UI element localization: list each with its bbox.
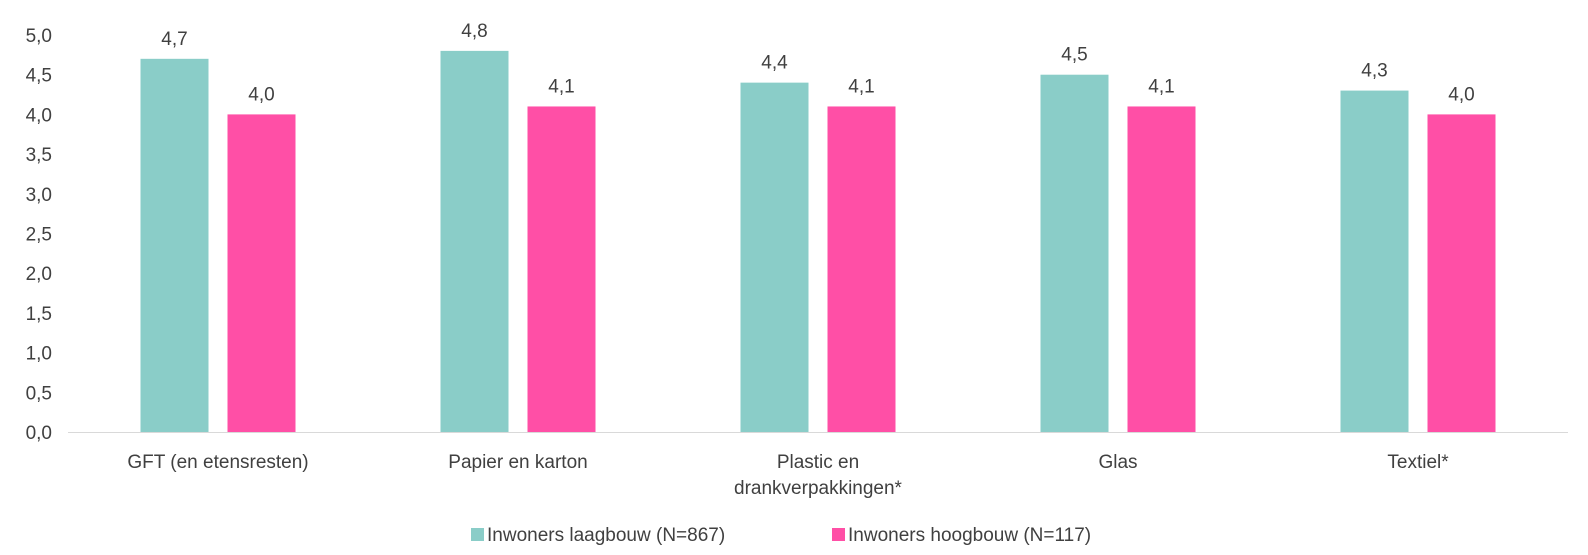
bar (1427, 114, 1496, 433)
data-label: 4,0 (1448, 84, 1474, 105)
data-labels: 4,7 4,0 4,8 4,1 4,4 4,1 4,5 4,1 4,3 4,0 (161, 21, 1474, 106)
x-category-label: Textiel* (1387, 452, 1449, 473)
x-category-label: drankverpakkingen* (734, 478, 903, 499)
y-tick-label: 4,0 (26, 105, 52, 126)
bar (440, 50, 509, 432)
y-tick-label: 3,0 (26, 185, 52, 206)
y-tick-label: 3,5 (26, 145, 52, 166)
data-label: 4,1 (1148, 76, 1174, 97)
bar (227, 114, 296, 433)
data-label: 4,1 (548, 76, 574, 97)
bar (1040, 74, 1109, 432)
y-tick-label: 0,5 (26, 383, 52, 404)
data-label: 4,8 (461, 21, 487, 42)
x-category-label: GFT (en etensresten) (127, 452, 308, 473)
y-tick-label: 0,0 (26, 423, 52, 444)
y-axis: 0,0 0,5 1,0 1,5 2,0 2,5 3,0 3,5 4,0 4,5 5,0 (26, 26, 52, 444)
legend: Inwoners laagbouw (N=867) Inwoners hoogbo… (471, 525, 1091, 546)
legend-label: Inwoners laagbouw (N=867) (487, 525, 725, 546)
data-label: 4,5 (1061, 45, 1087, 66)
y-tick-label: 5,0 (26, 26, 52, 47)
y-tick-label: 4,5 (26, 66, 52, 87)
data-label: 4,3 (1361, 61, 1387, 82)
bar (827, 106, 896, 433)
x-category-label: Papier en karton (448, 452, 587, 473)
legend-swatch (832, 528, 845, 541)
bar (1340, 90, 1409, 432)
bar (527, 106, 596, 433)
y-tick-label: 2,0 (26, 264, 52, 285)
data-label: 4,1 (848, 76, 874, 97)
data-label: 4,4 (761, 53, 788, 74)
bar (140, 58, 209, 432)
legend-swatch (471, 528, 484, 541)
y-tick-label: 1,0 (26, 344, 52, 365)
y-tick-label: 2,5 (26, 225, 52, 246)
legend-label: Inwoners hoogbouw (N=117) (848, 525, 1091, 546)
x-category-label: Plastic en (777, 452, 859, 473)
bar (740, 82, 809, 432)
data-label: 4,7 (161, 29, 187, 50)
x-axis: GFT (en etensresten) Papier en karton Plas… (68, 432, 1568, 499)
y-tick-label: 1,5 (26, 304, 52, 325)
bars (140, 50, 1496, 433)
bar (1127, 106, 1196, 433)
data-label: 4,0 (248, 84, 274, 105)
x-category-label: Glas (1098, 452, 1137, 473)
